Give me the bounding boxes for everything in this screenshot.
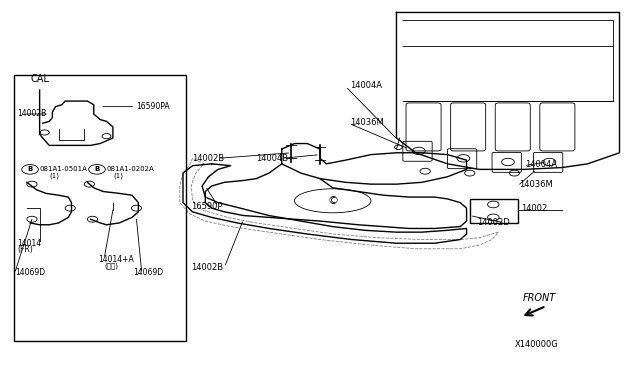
Text: 14036M: 14036M [519, 180, 552, 189]
Text: 14014+A: 14014+A [99, 255, 134, 264]
Text: CAL: CAL [30, 74, 49, 84]
Text: ©: © [327, 196, 339, 206]
Text: FRONT: FRONT [524, 293, 556, 303]
Text: 14002D: 14002D [477, 218, 509, 227]
Text: (FR): (FR) [17, 245, 33, 254]
Text: 081A1-0501A: 081A1-0501A [40, 166, 88, 172]
Text: 14002B: 14002B [17, 109, 47, 118]
Text: 14014: 14014 [17, 239, 42, 248]
Text: B: B [94, 166, 100, 172]
Text: 14004A: 14004A [525, 160, 557, 169]
Text: 14004A: 14004A [351, 81, 383, 90]
Text: (1): (1) [113, 172, 123, 179]
Text: 14069D: 14069D [133, 268, 163, 277]
Bar [14, 75, 186, 341]
Text: 081A1-0202A: 081A1-0202A [106, 166, 154, 172]
Text: 14069D: 14069D [15, 268, 45, 277]
Text: (。。): (。。) [104, 263, 118, 269]
Text: B: B [28, 166, 33, 172]
Text: 14002B: 14002B [191, 263, 223, 272]
Text: 14002: 14002 [521, 203, 547, 213]
Text: 16590PA: 16590PA [136, 102, 170, 111]
Text: 14002B: 14002B [193, 154, 225, 163]
Text: X140000G: X140000G [515, 340, 559, 349]
Text: 16590P: 16590P [191, 202, 223, 211]
Text: 14004B: 14004B [256, 154, 289, 163]
Text: (1): (1) [49, 172, 59, 179]
Text: 14036M: 14036M [351, 118, 385, 126]
